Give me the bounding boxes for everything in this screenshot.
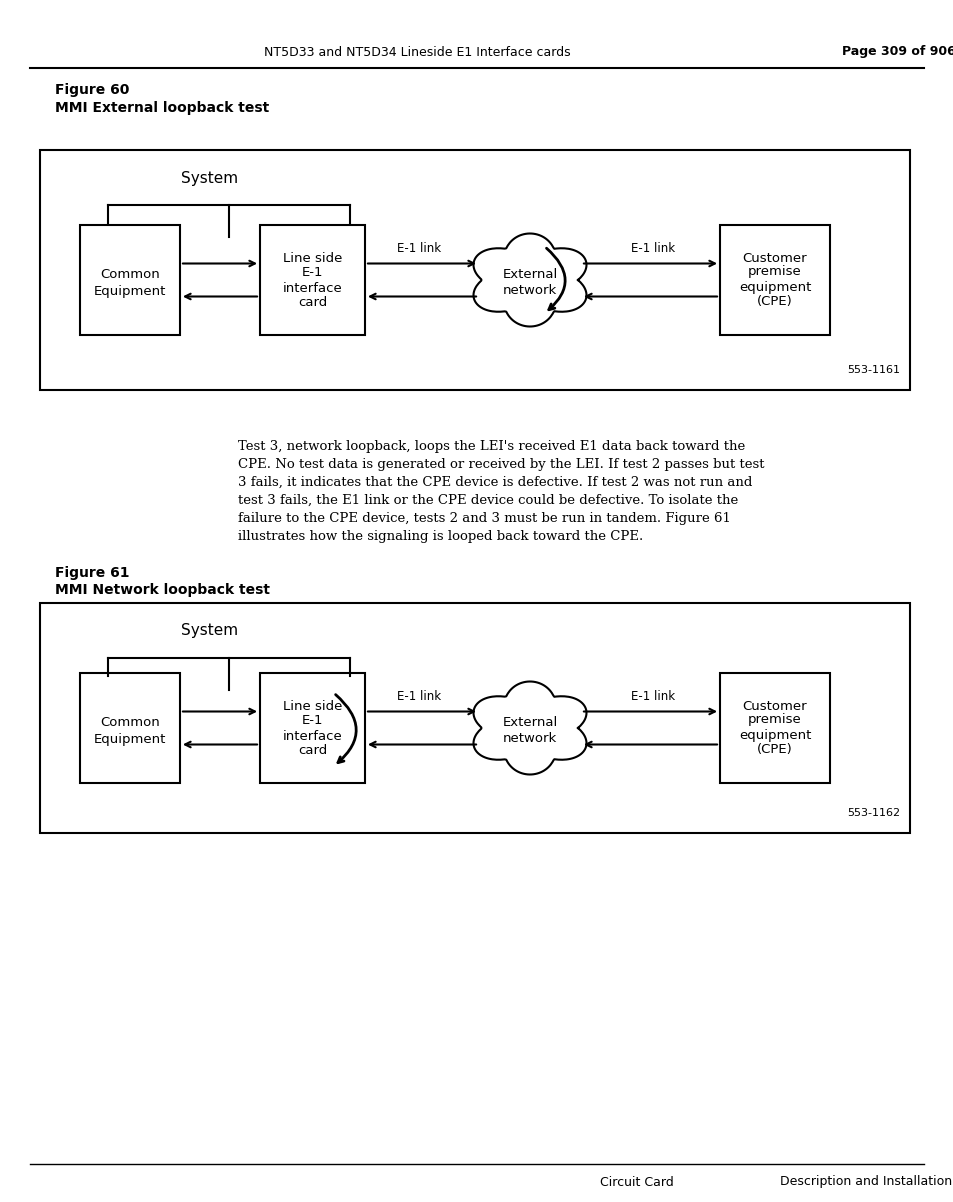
Text: E-1 link: E-1 link — [397, 243, 441, 256]
Text: failure to the CPE device, tests 2 and 3 must be run in tandem. Figure 61: failure to the CPE device, tests 2 and 3… — [237, 512, 730, 525]
Text: 553-1162: 553-1162 — [846, 808, 899, 819]
Text: equipment: equipment — [738, 281, 810, 294]
Text: network: network — [502, 284, 557, 297]
Text: E-1 link: E-1 link — [630, 690, 675, 703]
Text: (CPE): (CPE) — [757, 744, 792, 756]
Text: External: External — [502, 268, 558, 281]
Text: CPE. No test data is generated or received by the LEI. If test 2 passes but test: CPE. No test data is generated or receiv… — [237, 458, 763, 471]
FancyBboxPatch shape — [260, 673, 365, 783]
Text: (CPE): (CPE) — [757, 296, 792, 309]
FancyBboxPatch shape — [720, 673, 829, 783]
Text: External: External — [502, 716, 558, 730]
Text: interface: interface — [282, 281, 342, 294]
Text: Equipment: Equipment — [93, 286, 166, 298]
Text: Customer: Customer — [741, 251, 806, 264]
Polygon shape — [473, 682, 586, 774]
Text: Circuit Card: Circuit Card — [599, 1176, 673, 1189]
Text: illustrates how the signaling is looped back toward the CPE.: illustrates how the signaling is looped … — [237, 530, 642, 543]
FancyBboxPatch shape — [80, 225, 180, 335]
Text: System: System — [181, 171, 238, 185]
Text: E-1: E-1 — [301, 266, 323, 279]
Text: premise: premise — [747, 714, 801, 726]
Text: network: network — [502, 732, 557, 744]
Text: Test 3, network loopback, loops the LEI's received E1 data back toward the: Test 3, network loopback, loops the LEI'… — [237, 440, 744, 453]
Text: Customer: Customer — [741, 700, 806, 713]
Text: Description and Installation: Description and Installation — [780, 1176, 951, 1189]
Polygon shape — [473, 233, 586, 327]
Text: E-1 link: E-1 link — [397, 690, 441, 703]
Text: E-1: E-1 — [301, 714, 323, 726]
Text: 553-1161: 553-1161 — [846, 365, 899, 375]
Text: Figure 61: Figure 61 — [55, 566, 130, 581]
Text: MMI Network loopback test: MMI Network loopback test — [55, 583, 270, 597]
Text: card: card — [297, 296, 327, 309]
Text: Common: Common — [100, 716, 160, 730]
Text: E-1 link: E-1 link — [630, 243, 675, 256]
Text: equipment: equipment — [738, 730, 810, 743]
FancyBboxPatch shape — [80, 673, 180, 783]
Text: MMI External loopback test: MMI External loopback test — [55, 101, 269, 115]
FancyBboxPatch shape — [260, 225, 365, 335]
Text: interface: interface — [282, 730, 342, 743]
Text: Line side: Line side — [282, 251, 342, 264]
FancyBboxPatch shape — [720, 225, 829, 335]
FancyBboxPatch shape — [40, 603, 909, 833]
Text: Page 309 of 906: Page 309 of 906 — [841, 46, 953, 59]
Text: System: System — [181, 624, 238, 638]
Text: Line side: Line side — [282, 700, 342, 713]
Text: 3 fails, it indicates that the CPE device is defective. If test 2 was not run an: 3 fails, it indicates that the CPE devic… — [237, 476, 752, 489]
Text: card: card — [297, 744, 327, 756]
Text: NT5D33 and NT5D34 Lineside E1 Interface cards: NT5D33 and NT5D34 Lineside E1 Interface … — [263, 46, 570, 59]
Text: test 3 fails, the E1 link or the CPE device could be defective. To isolate the: test 3 fails, the E1 link or the CPE dev… — [237, 494, 738, 507]
Text: Figure 60: Figure 60 — [55, 83, 130, 97]
FancyBboxPatch shape — [40, 150, 909, 389]
Text: Equipment: Equipment — [93, 733, 166, 746]
Text: Common: Common — [100, 268, 160, 281]
Text: premise: premise — [747, 266, 801, 279]
